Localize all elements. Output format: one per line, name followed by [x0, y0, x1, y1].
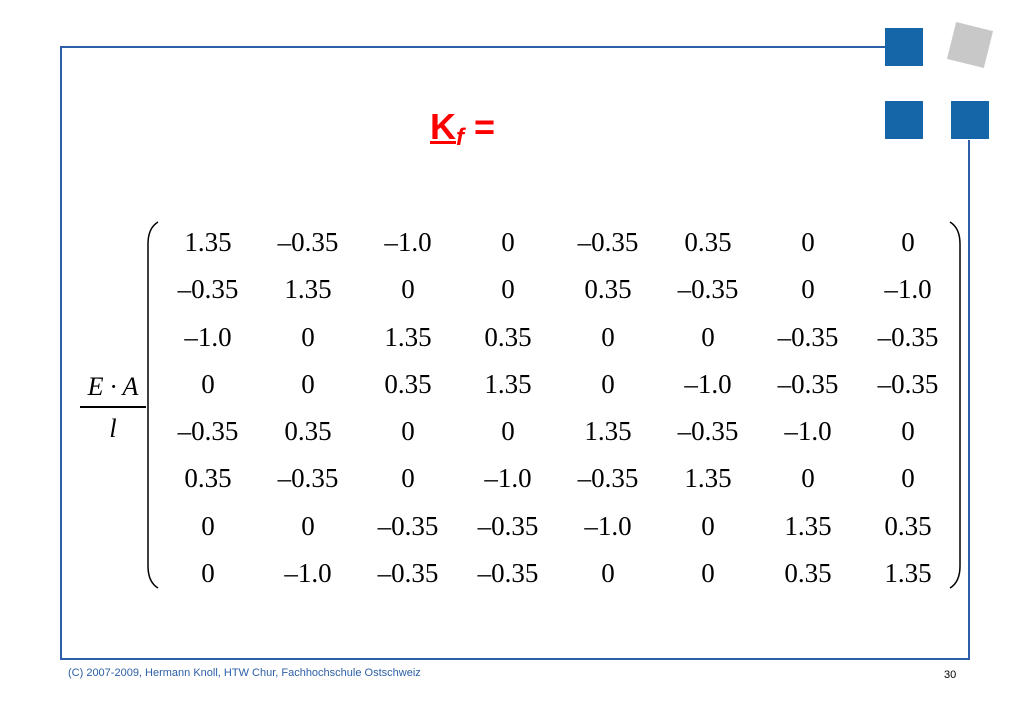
matrix-cell: 1.35: [384, 321, 432, 352]
matrix-cell: 1.35: [484, 368, 532, 399]
matrix-row: 0 0 –0.35 –0.35 –1.0 0 1.35 0.35: [158, 505, 958, 552]
matrix-cell: 0.35: [684, 227, 732, 257]
matrix-cell: –0.35: [677, 274, 739, 305]
right-parenthesis: [949, 221, 961, 589]
matrix-cell: –0.35: [477, 510, 539, 541]
title-equals: =: [464, 106, 496, 147]
decor-square-blue-right: [951, 101, 989, 139]
matrix-cell: –0.35: [277, 227, 339, 257]
left-parenthesis: [147, 221, 159, 589]
matrix-cell: 1.35: [184, 227, 232, 257]
title-matrix-symbol: K: [430, 106, 456, 147]
matrix-cell: 1.35: [884, 558, 932, 589]
matrix-cell: 0: [201, 510, 215, 541]
matrix-cell: –1.0: [584, 510, 632, 541]
frame-right-line: [968, 140, 970, 660]
factor-denominator: l: [109, 413, 117, 443]
matrix-cell: –0.35: [377, 510, 439, 541]
matrix-cell: –0.35: [677, 416, 739, 447]
matrix-cell: 0: [401, 274, 415, 305]
slide-title: Kf =: [430, 106, 495, 152]
matrix-cell: 0.35: [184, 463, 232, 494]
matrix-cell: –0.35: [177, 274, 239, 305]
matrix-cell: –0.35: [277, 463, 339, 494]
matrix-cell: 0.35: [284, 416, 332, 447]
matrix-cell: 0: [401, 463, 415, 494]
matrix-cell: 0.35: [384, 368, 432, 399]
frame-bottom-line: [60, 658, 970, 660]
matrix-row: –0.35 0.35 0 0 1.35 –0.35 –1.0 0: [158, 410, 958, 457]
matrix-cell: 0: [901, 227, 915, 257]
matrix-cell: 0: [701, 558, 715, 589]
matrix-cell: –0.35: [577, 463, 639, 494]
matrix-cell: 0: [301, 321, 315, 352]
decor-square-blue-left: [885, 101, 923, 139]
matrix-cell: 0: [801, 227, 815, 257]
matrix-cell: 0: [901, 463, 915, 494]
matrix-cell: –0.35: [777, 321, 839, 352]
frame-top-line: [60, 46, 886, 48]
matrix-row: –1.0 0 1.35 0.35 0 0 –0.35 –0.35: [158, 316, 958, 363]
matrix-cell: 0.35: [584, 274, 632, 305]
title-subscript: f: [456, 124, 464, 151]
matrix-cell: 0: [201, 558, 215, 589]
matrix-cell: 0: [801, 274, 815, 305]
footer-copyright: (C) 2007-2009, Hermann Knoll, HTW Chur, …: [68, 667, 421, 679]
frame-left-line: [60, 46, 62, 660]
matrix-cell: 0: [901, 416, 915, 447]
matrix-cell: 0: [601, 558, 615, 589]
matrix-cell: –1.0: [484, 463, 532, 494]
matrix-cell: 1.35: [684, 463, 732, 494]
matrix-cell: 1.35: [584, 416, 632, 447]
matrix-cell: 0: [201, 368, 215, 399]
matrix-cell: 0: [501, 274, 515, 305]
matrix-row: 0 0 0.35 1.35 0 –1.0 –0.35 –0.35: [158, 363, 958, 410]
matrix-cell: –1.0: [684, 368, 732, 399]
matrix-cell: 0.35: [484, 321, 532, 352]
matrix-row: –0.35 1.35 0 0 0.35 –0.35 0 –1.0: [158, 268, 958, 315]
matrix-cell: 0: [501, 416, 515, 447]
matrix-cell: 0.35: [784, 558, 832, 589]
factor-numerator: E · A: [87, 372, 139, 401]
matrix-cell: 0: [701, 510, 715, 541]
matrix-cell: –1.0: [384, 227, 432, 257]
matrix-cell: –1.0: [884, 274, 932, 305]
matrix-cell: 0: [801, 463, 815, 494]
matrix-cell: –0.35: [477, 558, 539, 589]
matrix-cell: –0.35: [877, 321, 939, 352]
matrix-cell: 0: [701, 321, 715, 352]
matrix-cell: –0.35: [777, 368, 839, 399]
matrix-cell: 0: [401, 416, 415, 447]
matrix-cell: 0: [601, 368, 615, 399]
fraction-bar: [80, 406, 146, 408]
decor-square-blue-top: [885, 28, 923, 66]
matrix-cell: 1.35: [784, 510, 832, 541]
matrix-cell: –1.0: [184, 321, 232, 352]
scalar-factor: E · A l: [78, 370, 148, 444]
matrix-cell: –1.0: [284, 558, 332, 589]
matrix-row: 0 –1.0 –0.35 –0.35 0 0 0.35 1.35: [158, 552, 958, 599]
matrix-cell: 0: [301, 510, 315, 541]
matrix-cell: 0: [501, 227, 515, 257]
matrix-row: 1.35 –0.35 –1.0 0 –0.35 0.35 0 0: [158, 221, 958, 268]
decor-square-gray: [946, 21, 994, 69]
page-number: 30: [944, 669, 957, 681]
matrix-cell: –0.35: [877, 368, 939, 399]
matrix-cell: –1.0: [784, 416, 832, 447]
matrix-cell: 0: [601, 321, 615, 352]
matrix-cell: 0: [301, 368, 315, 399]
matrix-cell: –0.35: [177, 416, 239, 447]
stiffness-matrix: 1.35 –0.35 –1.0 0 –0.35 0.35 0 0 –0.35 1.35 0 0 0.35…: [158, 221, 958, 599]
matrix-cell: 1.35: [284, 274, 332, 305]
matrix-row: 0.35 –0.35 0 –1.0 –0.35 1.35 0 0: [158, 457, 958, 504]
matrix-cell: –0.35: [577, 227, 639, 257]
matrix-cell: –0.35: [377, 558, 439, 589]
matrix-cell: 0.35: [884, 510, 932, 541]
